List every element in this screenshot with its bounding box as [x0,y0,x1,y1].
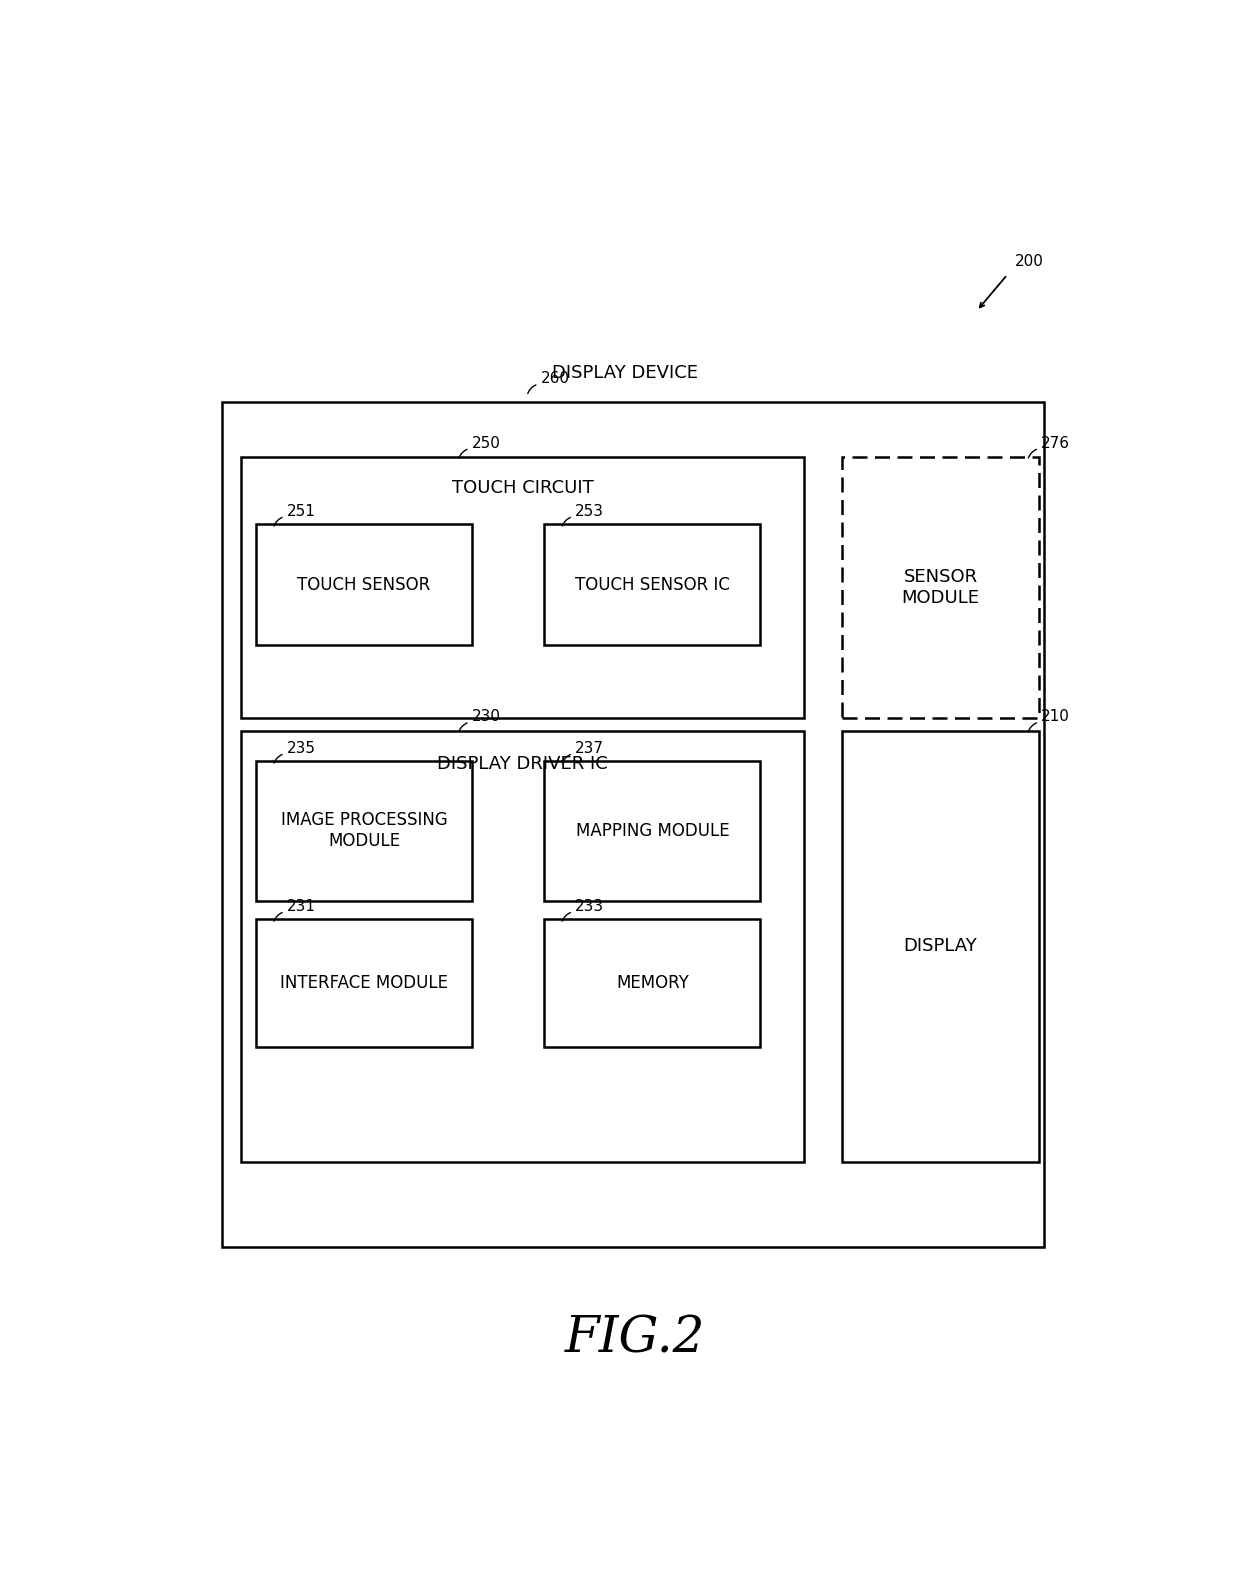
Text: IMAGE PROCESSING
MODULE: IMAGE PROCESSING MODULE [280,812,448,850]
Bar [242,456,804,718]
Bar [544,919,760,1047]
Text: 233: 233 [575,898,604,914]
Bar [259,924,476,1052]
Text: 200: 200 [1016,254,1044,268]
Text: INTERFACE MODULE: INTERFACE MODULE [280,974,448,992]
Text: DISPLAY: DISPLAY [904,938,977,955]
Bar [842,731,1039,1162]
Text: 230: 230 [471,709,501,725]
Text: 235: 235 [286,741,316,756]
Text: TOUCH CIRCUIT: TOUCH CIRCUIT [451,478,594,497]
Text: 251: 251 [286,504,315,519]
Bar [259,529,476,651]
Bar [548,924,764,1052]
Text: MAPPING MODULE: MAPPING MODULE [575,821,729,840]
Text: TOUCH SENSOR: TOUCH SENSOR [298,576,430,594]
Bar [548,766,764,906]
Bar [544,524,760,646]
Bar [222,403,1044,1247]
Text: DISPLAY DEVICE: DISPLAY DEVICE [552,363,698,382]
Bar [255,761,472,900]
Text: FIG.2: FIG.2 [565,1314,706,1363]
Bar [255,919,472,1047]
Text: 276: 276 [1042,436,1070,452]
Text: 210: 210 [1042,709,1070,725]
Bar [548,529,764,651]
Text: MEMORY: MEMORY [616,974,688,992]
Text: 260: 260 [541,371,569,387]
Bar [259,766,476,906]
Bar [544,761,760,900]
Text: 237: 237 [575,741,604,756]
Text: DISPLAY DRIVER IC: DISPLAY DRIVER IC [438,755,608,772]
Text: 231: 231 [286,898,316,914]
Text: 250: 250 [471,436,501,452]
Bar [255,524,472,646]
Text: SENSOR
MODULE: SENSOR MODULE [901,568,980,606]
Bar [242,731,804,1162]
Text: TOUCH SENSOR IC: TOUCH SENSOR IC [575,576,730,594]
Bar [842,456,1039,718]
Text: 253: 253 [575,504,604,519]
